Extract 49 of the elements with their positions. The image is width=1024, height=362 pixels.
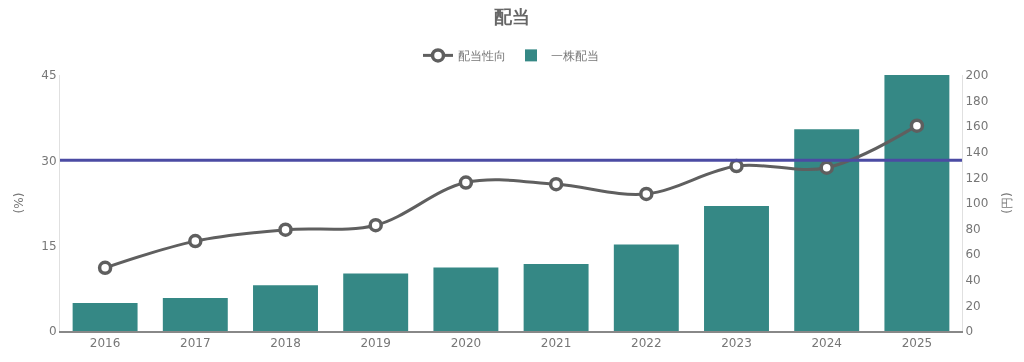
point <box>368 217 383 233</box>
y2-axis-title: (円) <box>1000 192 1015 214</box>
x-tick-label: 2020 <box>450 336 482 351</box>
legend-label: 一株配当 <box>551 49 599 64</box>
bar <box>523 263 589 331</box>
point <box>188 233 203 249</box>
bar <box>72 303 138 331</box>
y-axis-title: (%) <box>11 192 26 214</box>
point <box>97 260 113 276</box>
x-tick-label: 2023 <box>721 336 752 351</box>
bar <box>884 75 950 331</box>
y2-tick-label: 20 <box>965 298 981 313</box>
bar <box>704 206 769 331</box>
y-tick-label: 30 <box>41 153 57 168</box>
point <box>548 176 564 192</box>
y2-tick-label: 0 <box>965 324 974 339</box>
y2-tick-label: 120 <box>965 170 989 185</box>
x-tick-label: 2017 <box>180 336 211 351</box>
point <box>819 160 834 175</box>
x-tick-label: 2025 <box>901 336 933 351</box>
y2-tick-label: 160 <box>965 119 989 134</box>
bar <box>343 273 409 331</box>
x-tick-label: 2024 <box>811 336 842 351</box>
x-tick-label: 2019 <box>360 336 391 351</box>
y2-tick-label: 80 <box>965 221 981 236</box>
y2-tick-label: 100 <box>965 196 989 211</box>
y2-tick-label: 140 <box>965 145 989 159</box>
bar <box>794 129 860 331</box>
x-tick-label: 2016 <box>89 336 121 351</box>
point <box>909 118 925 133</box>
point <box>458 175 474 190</box>
bar <box>253 285 318 331</box>
point <box>278 222 293 237</box>
y-tick-label: 0 <box>48 324 57 339</box>
y2-tick-label: 180 <box>965 93 989 108</box>
y-tick-label: 45 <box>41 68 57 83</box>
bar <box>613 244 679 331</box>
x-tick-label: 2021 <box>540 336 572 351</box>
y-tick-label: 15 <box>41 238 57 253</box>
y2-tick-label: 200 <box>965 68 989 83</box>
bar <box>433 267 499 331</box>
legend-label: 配当性向 <box>458 49 506 64</box>
x-tick-label: 2018 <box>270 336 301 351</box>
chart-title: 配当 <box>494 6 530 28</box>
point <box>639 186 654 202</box>
x-tick-label: 2022 <box>631 336 662 351</box>
y2-tick-label: 40 <box>965 273 981 287</box>
bar <box>162 297 228 331</box>
y2-tick-label: 60 <box>965 247 981 262</box>
